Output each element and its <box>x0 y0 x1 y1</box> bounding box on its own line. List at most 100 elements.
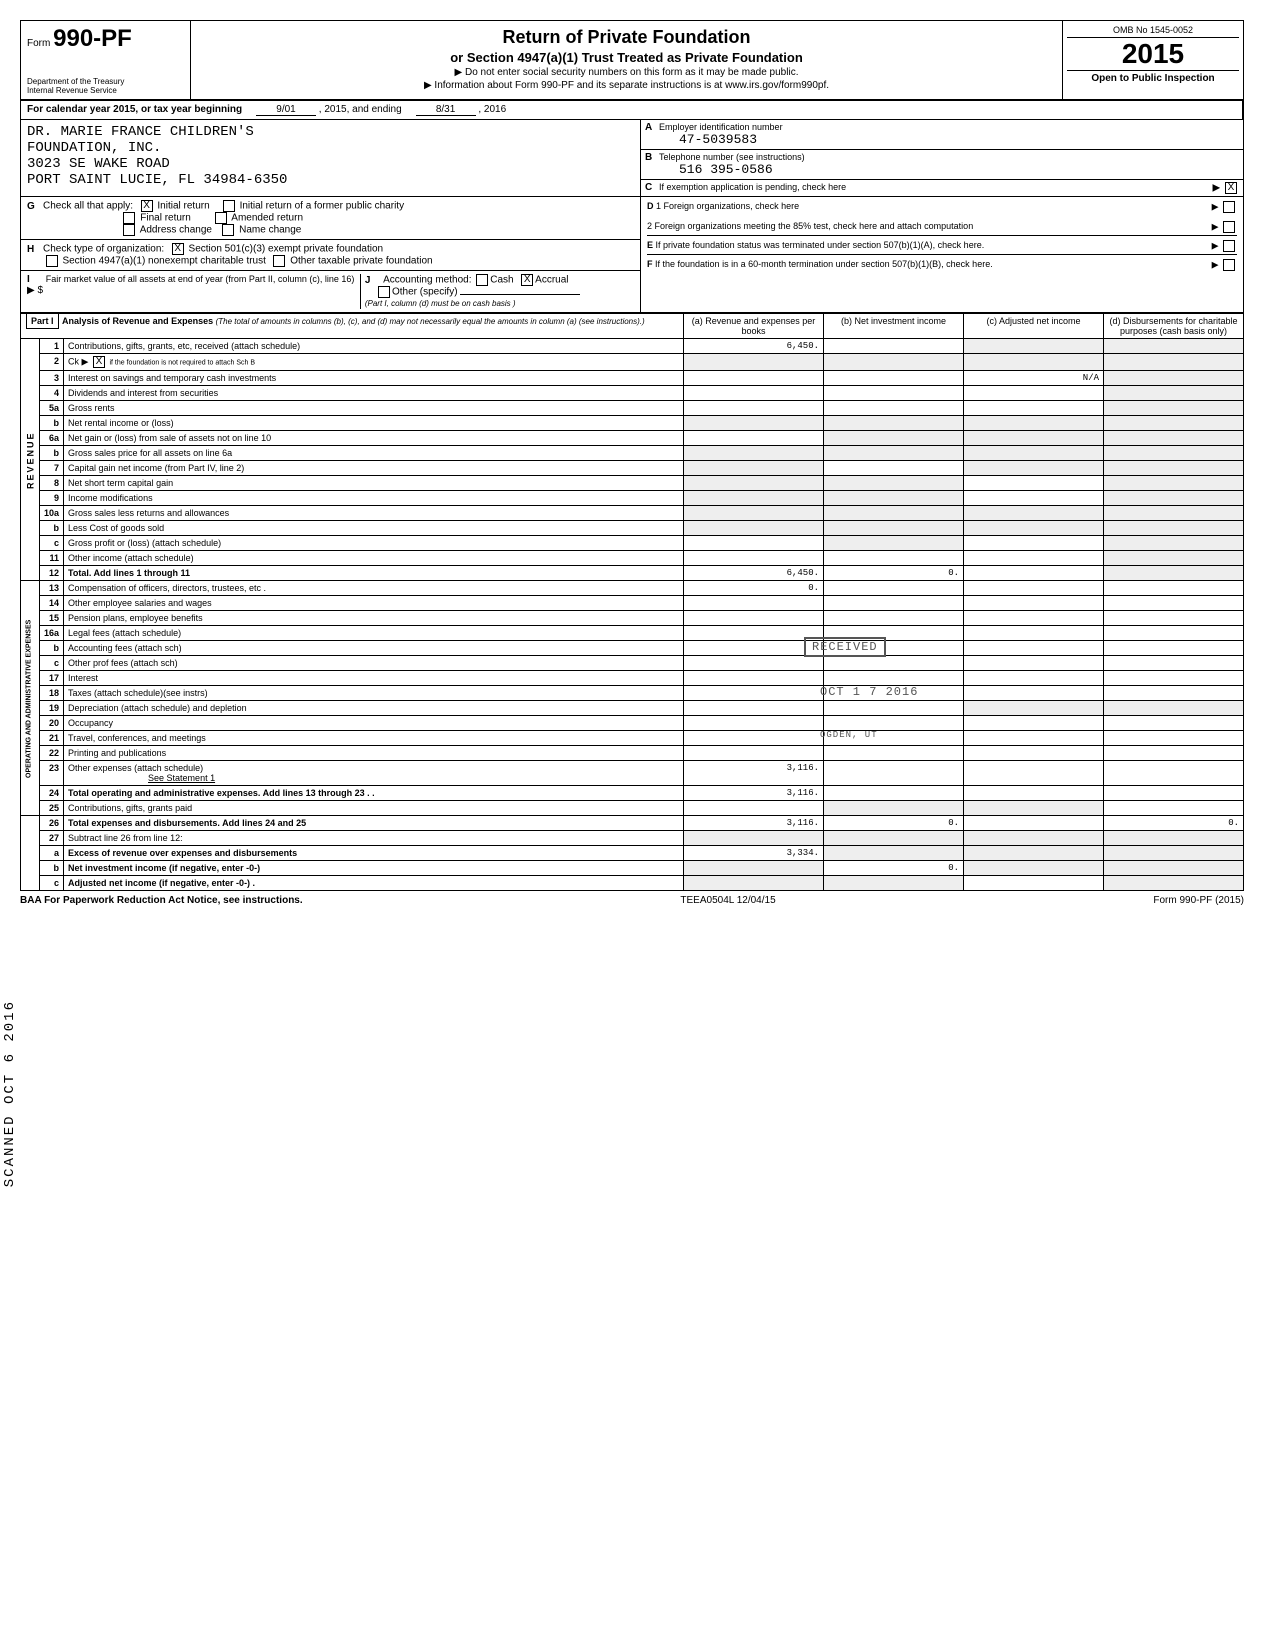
line-6a: 6aNet gain or (loss) from sale of assets… <box>21 431 1244 446</box>
line-12: 12Total. Add lines 1 through 116,450.0. <box>21 566 1244 581</box>
d1-checkbox[interactable] <box>1223 201 1235 213</box>
period-label: For calendar year 2015, or tax year begi… <box>27 104 242 115</box>
line-22: 22Printing and publications <box>21 746 1244 761</box>
line-10b: bLess Cost of goods sold <box>21 521 1244 536</box>
g-former: Initial return of a former public charit… <box>240 201 405 212</box>
revenue-vlabel: REVENUE <box>21 339 40 581</box>
g-initial-return-checkbox[interactable]: X <box>141 200 153 212</box>
g-amended-checkbox[interactable] <box>215 212 227 224</box>
g-former-checkbox[interactable] <box>223 200 235 212</box>
part1-note: (The total of amounts in columns (b), (c… <box>216 317 645 326</box>
line-3: 3Interest on savings and temporary cash … <box>21 371 1244 386</box>
line-27: 27Subtract line 26 from line 12: <box>21 831 1244 846</box>
h-501c3-checkbox[interactable]: X <box>172 243 184 255</box>
j-accrual: Accrual <box>535 275 568 286</box>
label-d: D <box>647 201 654 211</box>
line-27a: aExcess of revenue over expenses and dis… <box>21 846 1244 861</box>
name-block: DR. MARIE FRANCE CHILDREN'S FOUNDATION, … <box>20 120 1244 197</box>
ghij-block: GCheck all that apply: X Initial return … <box>20 197 1244 313</box>
g-initial-return: Initial return <box>157 201 209 212</box>
line-10c: cGross profit or (loss) (attach schedule… <box>21 536 1244 551</box>
col-d-header: (d) Disbursements for charitable purpose… <box>1104 314 1244 339</box>
line-6b: bGross sales price for all assets on lin… <box>21 446 1244 461</box>
line-10a: 10aGross sales less returns and allowanc… <box>21 506 1244 521</box>
g-final: Final return <box>140 213 191 224</box>
label-c: C <box>645 182 659 194</box>
g-name-checkbox[interactable] <box>222 224 234 236</box>
h-4947-checkbox[interactable] <box>46 255 58 267</box>
col-b-header: (b) Net investment income <box>824 314 964 339</box>
label-b: B <box>645 152 659 177</box>
i-label: Fair market value of all assets at end o… <box>46 274 355 284</box>
part1-tag: Part I <box>26 313 59 329</box>
part1-title: Analysis of Revenue and Expenses <box>62 316 213 326</box>
line-9: 9Income modifications <box>21 491 1244 506</box>
line-27c: cAdjusted net income (if negative, enter… <box>21 876 1244 891</box>
l2-checkbox[interactable]: X <box>93 356 105 368</box>
g-amended: Amended return <box>231 213 303 224</box>
g-address: Address change <box>140 225 212 236</box>
line-8: 8Net short term capital gain <box>21 476 1244 491</box>
g-address-checkbox[interactable] <box>123 224 135 236</box>
h-row: HCheck type of organization: X Section 5… <box>21 240 640 271</box>
j-accrual-checkbox[interactable]: X <box>521 274 533 286</box>
j-label: Accounting method: <box>383 275 471 286</box>
side-scan-stamp: SCANNED OCT 6 2016 <box>2 1000 18 1187</box>
label-a: A <box>645 122 659 147</box>
dept-line1: Department of the Treasury <box>27 77 184 86</box>
line-2: 2 Ck ▶ X if the foundation is not requir… <box>21 354 1244 371</box>
period-row: For calendar year 2015, or tax year begi… <box>20 101 1244 120</box>
footer-right: Form 990-PF (2015) <box>1153 895 1244 906</box>
form-header: Form 990-PF Department of the Treasury I… <box>20 20 1244 101</box>
e-checkbox[interactable] <box>1223 240 1235 252</box>
j-other-checkbox[interactable] <box>378 286 390 298</box>
phone-label: Telephone number (see instructions) <box>659 152 1239 162</box>
line-5a: 5aGross rents <box>21 401 1244 416</box>
org-addr-1: 3023 SE WAKE ROAD <box>27 156 634 172</box>
form-subtitle: or Section 4947(a)(1) Trust Treated as P… <box>199 50 1054 65</box>
line-14: 14Other employee salaries and wages <box>21 596 1244 611</box>
f-label: If the foundation is in a 60-month termi… <box>655 259 993 269</box>
line-16c: cOther prof fees (attach sch) <box>21 656 1244 671</box>
period-end: 8/31 <box>416 104 476 116</box>
line-7: 7Capital gain net income (from Part IV, … <box>21 461 1244 476</box>
d2-checkbox[interactable] <box>1223 221 1235 233</box>
footer-mid: TEEA0504L 12/04/15 <box>680 895 775 906</box>
org-addr-2: PORT SAINT LUCIE, FL 34984-6350 <box>27 172 634 188</box>
line-15: 15Pension plans, employee benefits <box>21 611 1244 626</box>
form-number: Form 990-PF <box>27 25 184 53</box>
col-c-header: (c) Adjusted net income <box>964 314 1104 339</box>
part1-table: Part I Analysis of Revenue and Expenses … <box>20 313 1244 891</box>
see-statement-1: See Statement 1 <box>68 773 215 783</box>
h-label-text: Check type of organization: <box>43 244 164 255</box>
ein-label: Employer identification number <box>659 122 1239 132</box>
org-name-1: DR. MARIE FRANCE CHILDREN'S <box>27 124 634 140</box>
line-19: 19Depreciation (attach schedule) and dep… <box>21 701 1244 716</box>
h-other-checkbox[interactable] <box>273 255 285 267</box>
page-footer: BAA For Paperwork Reduction Act Notice, … <box>20 891 1244 910</box>
phone-value: 516 395-0586 <box>659 162 1239 177</box>
inspection-label: Open to Public Inspection <box>1067 70 1239 84</box>
h-opt2: Section 4947(a)(1) nonexempt charitable … <box>62 256 265 267</box>
c-checkbox[interactable]: X <box>1225 182 1237 194</box>
h-opt3: Other taxable private foundation <box>290 256 432 267</box>
g-label-text: Check all that apply: <box>43 201 133 212</box>
g-final-checkbox[interactable] <box>123 212 135 224</box>
line-16a: 16aLegal fees (attach schedule) <box>21 626 1244 641</box>
line-23: 23Other expenses (attach schedule)See St… <box>21 761 1244 786</box>
omb-number: OMB No 1545-0052 <box>1067 25 1239 38</box>
g-row: GCheck all that apply: X Initial return … <box>21 197 640 240</box>
ein-value: 47-5039583 <box>659 132 1239 147</box>
j-cash-checkbox[interactable] <box>476 274 488 286</box>
tax-year: 2015 <box>1067 38 1239 70</box>
f-checkbox[interactable] <box>1223 259 1235 271</box>
form-number-text: 990-PF <box>53 25 132 52</box>
ogden-stamp: OGDEN, UT <box>814 729 884 741</box>
line-13: OPERATING AND ADMINISTRATIVE EXPENSES 13… <box>21 581 1244 596</box>
d1-label: 1 Foreign organizations, check here <box>656 201 799 211</box>
line-26: 26Total expenses and disbursements. Add … <box>21 816 1244 831</box>
line-11: 11Other income (attach schedule) <box>21 551 1244 566</box>
line-5b: bNet rental income or (loss) <box>21 416 1244 431</box>
received-stamp: RECEIVED <box>804 637 886 657</box>
col-a-header: (a) Revenue and expenses per books <box>684 314 824 339</box>
